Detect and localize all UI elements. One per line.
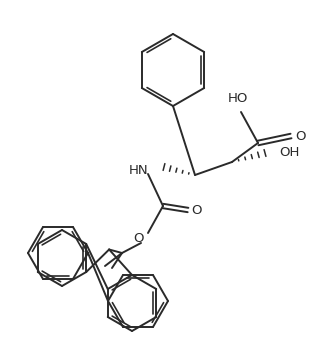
Text: O: O (192, 204, 202, 217)
Text: OH: OH (279, 147, 299, 160)
Text: O: O (295, 130, 305, 143)
Text: HO: HO (228, 91, 248, 104)
Text: O: O (134, 232, 144, 245)
Text: HN: HN (128, 164, 148, 177)
